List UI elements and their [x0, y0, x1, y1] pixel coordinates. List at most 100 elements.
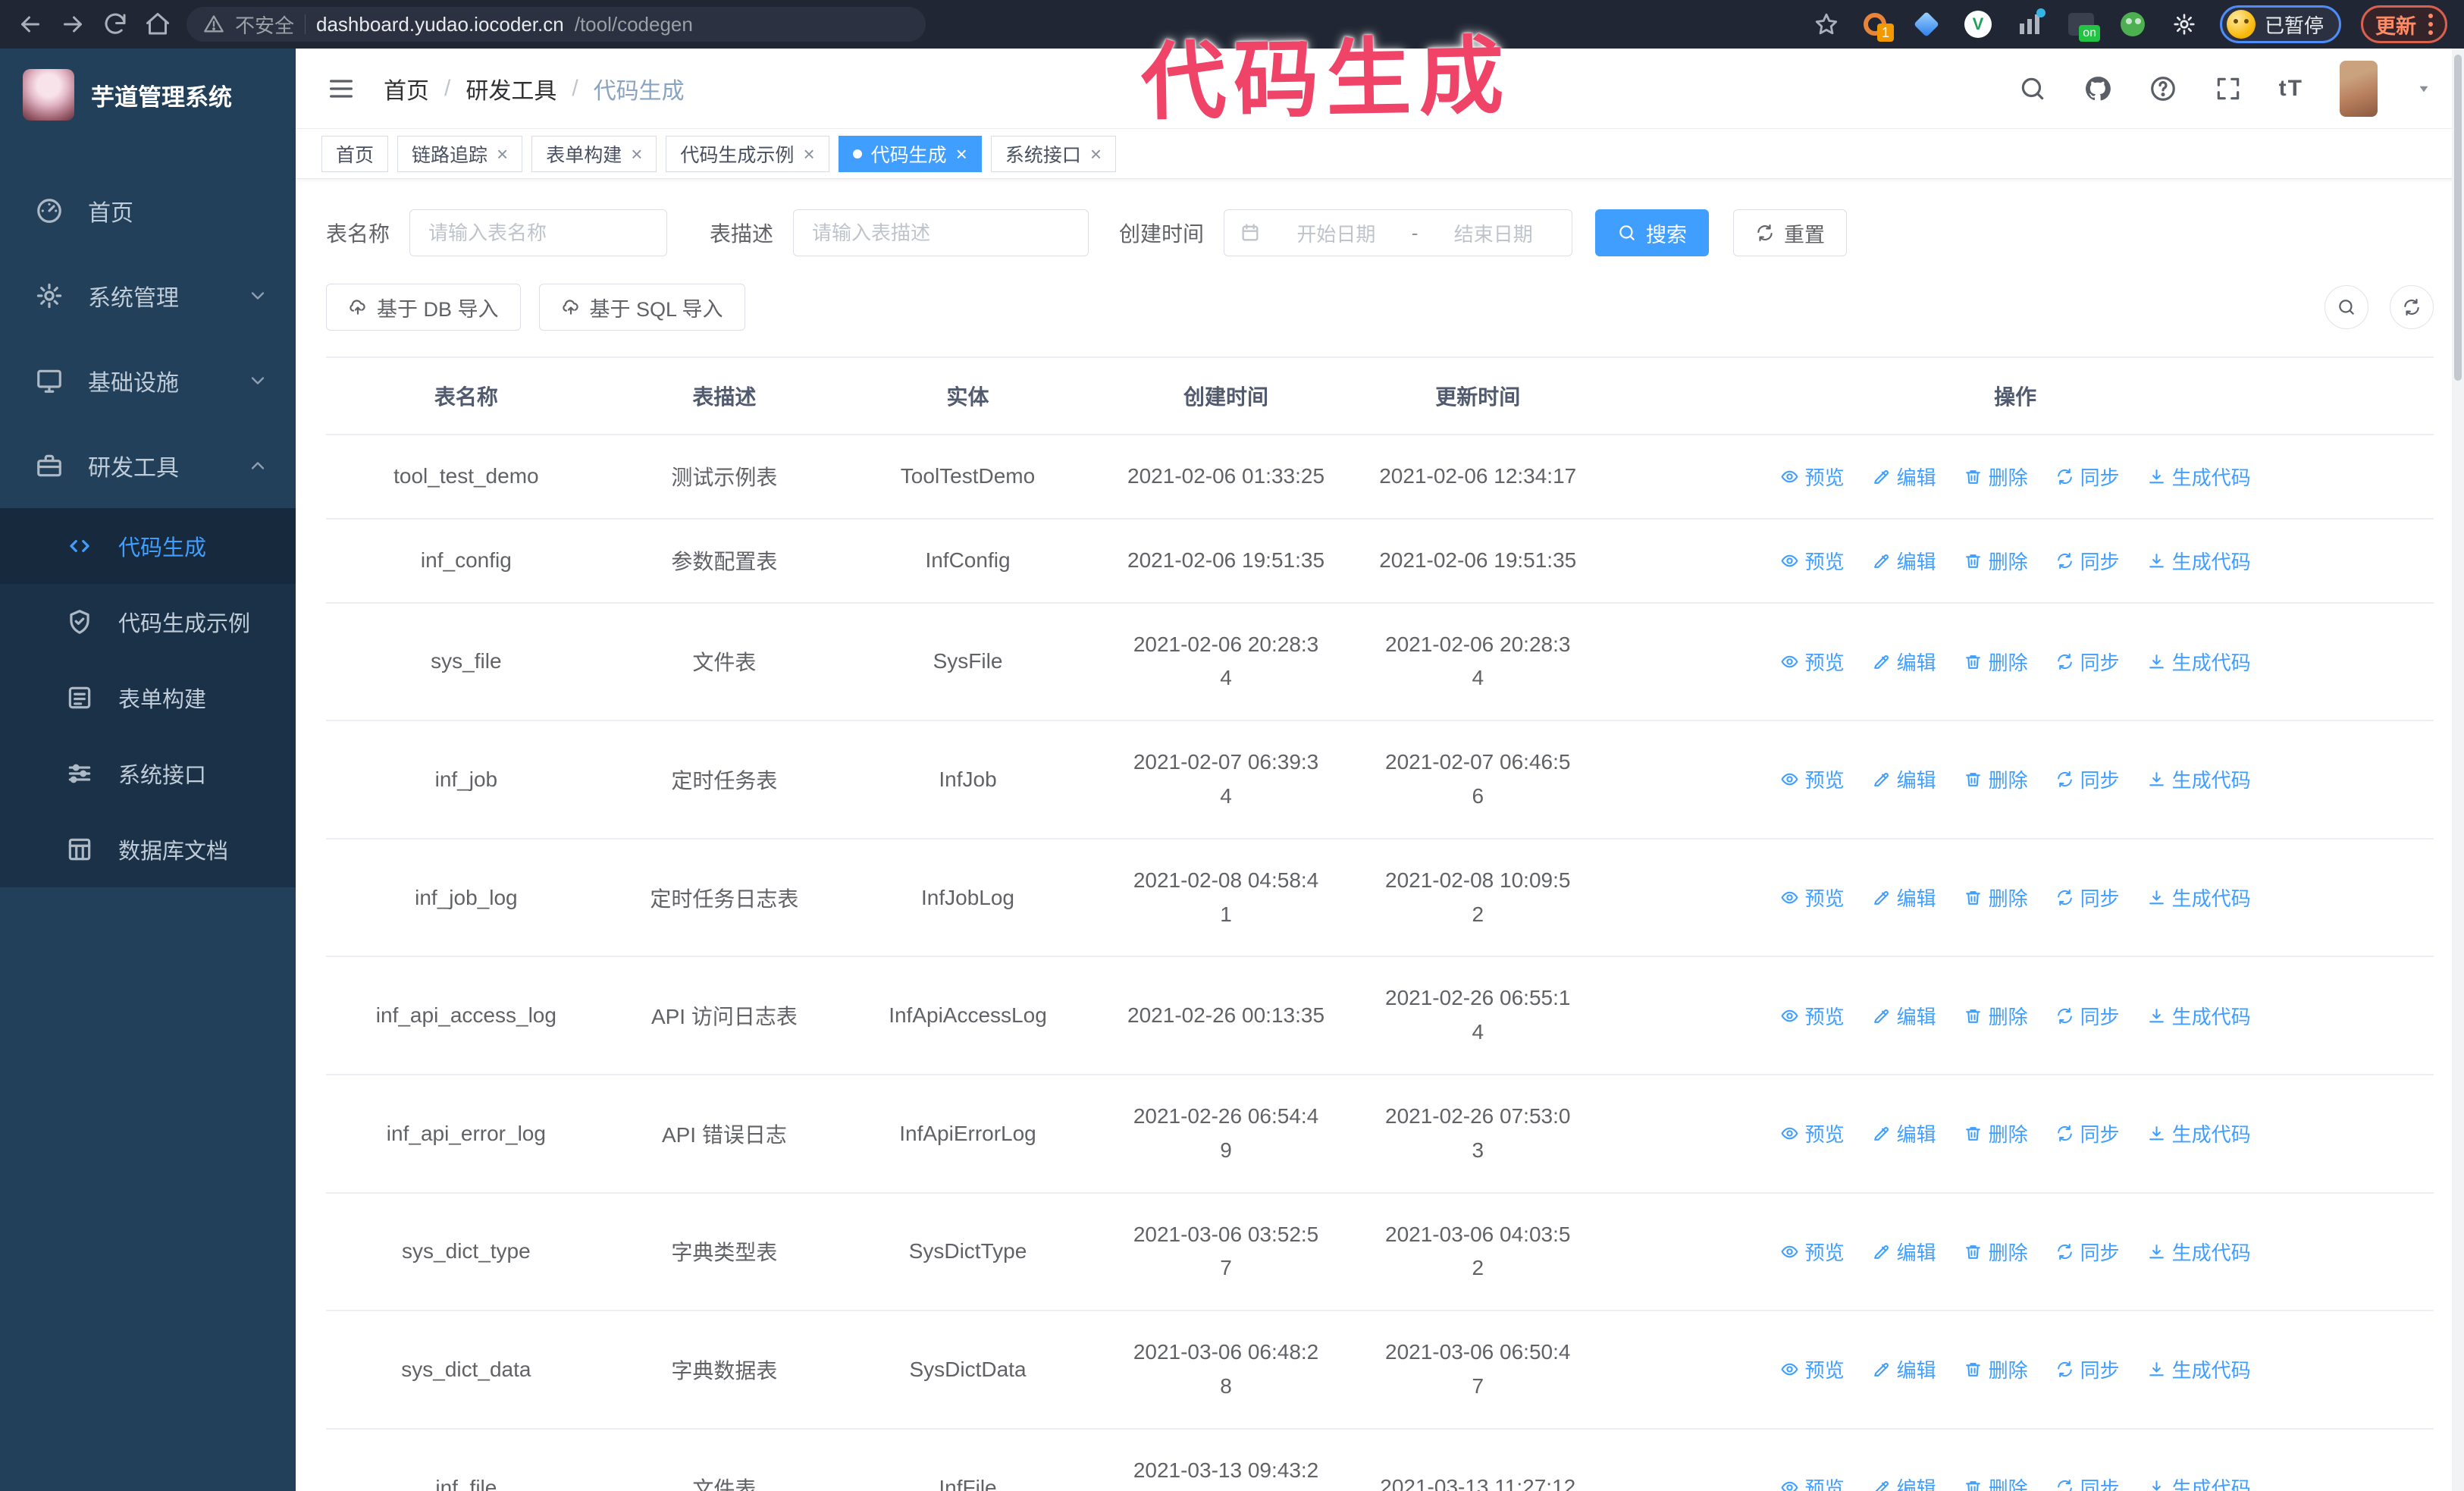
action-generate-code-link[interactable]: 生成代码	[2147, 884, 2251, 912]
sidebar-item-2[interactable]: 基础设施	[0, 338, 296, 423]
tag-4[interactable]: 代码生成 ×	[838, 135, 982, 172]
action-generate-code-link[interactable]: 生成代码	[2147, 1119, 2251, 1147]
action-generate-code-link[interactable]: 生成代码	[2147, 1474, 2251, 1491]
action-preview-link[interactable]: 预览	[1780, 1238, 1845, 1266]
extension-orange-icon[interactable]: 1	[1859, 8, 1894, 42]
action-generate-code-link[interactable]: 生成代码	[2147, 463, 2251, 491]
scrollbar-thumb[interactable]	[2454, 55, 2462, 381]
action-edit-link[interactable]: 编辑	[1872, 1355, 1936, 1383]
search-button[interactable]: 搜索	[1595, 209, 1710, 256]
action-delete-link[interactable]: 删除	[1964, 884, 2028, 912]
github-icon[interactable]	[2083, 74, 2112, 103]
header-search-icon[interactable]	[2018, 74, 2047, 103]
tag-5[interactable]: 系统接口 ×	[990, 135, 1117, 172]
user-avatar[interactable]	[2340, 60, 2378, 117]
breadcrumb-dev-tools[interactable]: 研发工具	[466, 78, 557, 104]
action-sync-link[interactable]: 同步	[2055, 463, 2120, 491]
browser-update-button[interactable]: 更新	[2361, 5, 2447, 43]
sidebar-item-1[interactable]: 系统管理	[0, 253, 296, 338]
bookmark-star-icon[interactable]	[1814, 11, 1839, 37]
action-preview-link[interactable]: 预览	[1780, 884, 1845, 912]
tag-2[interactable]: 表单构建 ×	[531, 135, 657, 172]
action-edit-link[interactable]: 编辑	[1872, 463, 1936, 491]
browser-back-icon[interactable]	[17, 11, 44, 38]
profile-paused-pill[interactable]: 已暂停	[2219, 5, 2341, 43]
browser-home-icon[interactable]	[144, 11, 171, 38]
date-range-picker[interactable]: 开始日期 - 结束日期	[1224, 209, 1573, 256]
action-delete-link[interactable]: 删除	[1964, 1238, 2028, 1266]
sql-import-button[interactable]: 基于 SQL 导入	[538, 284, 745, 331]
tag-close-icon[interactable]: ×	[955, 142, 967, 165]
action-edit-link[interactable]: 编辑	[1872, 765, 1936, 793]
user-caret-down-icon[interactable]	[2414, 79, 2434, 99]
action-delete-link[interactable]: 删除	[1964, 1119, 2028, 1147]
tag-close-icon[interactable]: ×	[1089, 142, 1102, 165]
sidebar-subitem-4[interactable]: 数据库文档	[0, 811, 296, 887]
action-preview-link[interactable]: 预览	[1780, 1355, 1845, 1383]
extension-gem-icon[interactable]	[1911, 8, 1942, 40]
action-delete-link[interactable]: 删除	[1964, 765, 2028, 793]
action-generate-code-link[interactable]: 生成代码	[2147, 1002, 2251, 1030]
toggle-search-button[interactable]	[2324, 285, 2368, 329]
action-edit-link[interactable]: 编辑	[1872, 1002, 1936, 1030]
sidebar-item-3[interactable]: 研发工具	[0, 423, 296, 508]
action-edit-link[interactable]: 编辑	[1872, 1119, 1936, 1147]
action-edit-link[interactable]: 编辑	[1872, 648, 1936, 676]
extension-proxy-icon[interactable]: on	[2065, 8, 2100, 42]
fullscreen-icon[interactable]	[2214, 74, 2243, 103]
extension-frog-icon[interactable]	[2117, 8, 2149, 40]
action-edit-link[interactable]: 编辑	[1872, 1474, 1936, 1491]
tag-3[interactable]: 代码生成示例 ×	[666, 135, 829, 172]
action-sync-link[interactable]: 同步	[2055, 1002, 2120, 1030]
action-delete-link[interactable]: 删除	[1964, 1355, 2028, 1383]
browser-forward-icon[interactable]	[59, 11, 86, 38]
sidebar-subitem-0[interactable]: 代码生成	[0, 508, 296, 584]
extension-stats-icon[interactable]	[2014, 8, 2045, 40]
action-generate-code-link[interactable]: 生成代码	[2147, 765, 2251, 793]
action-delete-link[interactable]: 删除	[1964, 648, 2028, 676]
browser-reload-icon[interactable]	[102, 11, 129, 38]
action-generate-code-link[interactable]: 生成代码	[2147, 1238, 2251, 1266]
action-sync-link[interactable]: 同步	[2055, 1238, 2120, 1266]
reset-button[interactable]: 重置	[1733, 209, 1848, 256]
action-preview-link[interactable]: 预览	[1780, 1474, 1845, 1491]
action-delete-link[interactable]: 删除	[1964, 547, 2028, 575]
action-delete-link[interactable]: 删除	[1964, 463, 2028, 491]
action-preview-link[interactable]: 预览	[1780, 765, 1845, 793]
action-preview-link[interactable]: 预览	[1780, 1119, 1845, 1147]
action-edit-link[interactable]: 编辑	[1872, 547, 1936, 575]
tag-close-icon[interactable]: ×	[497, 142, 509, 165]
tag-0[interactable]: 首页	[321, 135, 389, 172]
action-preview-link[interactable]: 预览	[1780, 648, 1845, 676]
action-generate-code-link[interactable]: 生成代码	[2147, 648, 2251, 676]
page-scrollbar[interactable]	[2452, 49, 2464, 1491]
extension-v-icon[interactable]: V	[1962, 8, 1994, 40]
kebab-menu-icon[interactable]	[2428, 14, 2433, 35]
action-sync-link[interactable]: 同步	[2055, 547, 2120, 575]
tag-1[interactable]: 链路追踪 ×	[397, 135, 523, 172]
action-sync-link[interactable]: 同步	[2055, 1474, 2120, 1491]
sidebar-subitem-1[interactable]: 代码生成示例	[0, 584, 296, 660]
breadcrumb-home[interactable]: 首页	[384, 78, 429, 104]
sidebar-subitem-3[interactable]: 系统接口	[0, 736, 296, 811]
table-name-input[interactable]	[409, 209, 668, 256]
action-preview-link[interactable]: 预览	[1780, 1002, 1845, 1030]
sidebar-item-0[interactable]: 首页	[0, 168, 296, 253]
action-sync-link[interactable]: 同步	[2055, 765, 2120, 793]
sidebar-logo-row[interactable]: 芋道管理系统	[0, 49, 296, 141]
action-delete-link[interactable]: 删除	[1964, 1002, 2028, 1030]
sidebar-subitem-2[interactable]: 表单构建	[0, 660, 296, 736]
url-bar[interactable]: 不安全 dashboard.yudao.iocoder.cn /tool/cod…	[187, 7, 926, 42]
tag-close-icon[interactable]: ×	[631, 142, 643, 165]
help-icon[interactable]	[2149, 74, 2177, 103]
extensions-puzzle-icon[interactable]	[2168, 8, 2200, 40]
action-generate-code-link[interactable]: 生成代码	[2147, 547, 2251, 575]
action-preview-link[interactable]: 预览	[1780, 547, 1845, 575]
font-size-icon[interactable]: tT	[2278, 75, 2303, 101]
action-sync-link[interactable]: 同步	[2055, 648, 2120, 676]
action-sync-link[interactable]: 同步	[2055, 884, 2120, 912]
table-desc-input[interactable]	[793, 209, 1089, 256]
refresh-table-button[interactable]	[2390, 285, 2434, 329]
action-sync-link[interactable]: 同步	[2055, 1119, 2120, 1147]
hamburger-icon[interactable]	[326, 74, 356, 104]
